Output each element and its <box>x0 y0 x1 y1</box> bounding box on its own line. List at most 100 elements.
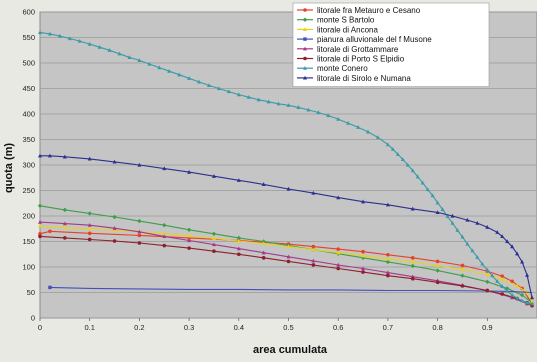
data-point <box>400 157 405 161</box>
data-point <box>37 203 43 208</box>
x-tick-label: 0.7 <box>383 323 393 332</box>
data-point <box>87 156 92 161</box>
y-tick-label: 300 <box>22 161 35 170</box>
data-point <box>410 276 415 281</box>
data-point <box>137 233 142 238</box>
data-point <box>410 259 415 264</box>
data-point <box>465 217 470 222</box>
data-point <box>485 279 490 284</box>
data-point <box>261 250 266 255</box>
data-point <box>162 234 167 238</box>
data-point <box>87 226 92 231</box>
data-point <box>87 237 92 242</box>
data-point <box>460 234 465 239</box>
data-point <box>405 162 410 167</box>
data-point <box>303 75 307 80</box>
data-point <box>286 259 291 264</box>
legend-item: litorale di Grottammare <box>297 45 399 54</box>
data-point <box>495 230 500 234</box>
data-point <box>303 27 307 31</box>
data-point <box>460 263 465 268</box>
data-point <box>445 214 450 219</box>
data-point <box>157 65 162 70</box>
data-point <box>366 129 371 134</box>
legend-item: litorale di Ancona <box>297 25 378 34</box>
data-point <box>236 178 241 182</box>
data-point <box>525 300 530 305</box>
data-point <box>361 249 365 254</box>
legend-item: pianura alluvionale del f Musone <box>297 35 432 44</box>
data-point <box>435 210 440 215</box>
data-point <box>47 153 52 158</box>
data-point <box>296 105 301 109</box>
data-point <box>390 146 395 151</box>
data-point <box>187 76 192 80</box>
data-point <box>87 211 92 216</box>
x-tick-label: 0.4 <box>234 323 244 332</box>
data-point <box>530 301 535 306</box>
data-point <box>495 279 500 283</box>
data-point <box>415 174 420 179</box>
data-point <box>425 187 430 192</box>
legend-label: monte S Bartolo <box>317 16 375 25</box>
data-point <box>485 267 490 272</box>
legend-label: litorale di Grottammare <box>317 45 399 54</box>
data-point <box>57 33 62 38</box>
data-point <box>475 220 480 225</box>
legend-label: litorale fra Metauro e Cesano <box>317 6 421 15</box>
data-point <box>187 246 191 250</box>
data-point <box>107 48 112 52</box>
data-point <box>211 231 217 237</box>
data-point <box>430 193 435 198</box>
x-tick-label: 0 <box>38 323 42 332</box>
data-point <box>460 273 465 278</box>
data-point <box>361 270 365 274</box>
data-point <box>385 259 391 265</box>
data-point <box>510 292 515 297</box>
data-point <box>137 218 142 224</box>
y-tick-label: 250 <box>22 186 35 195</box>
data-point <box>515 295 520 300</box>
data-point <box>162 231 167 236</box>
data-point <box>316 110 321 115</box>
data-point <box>187 169 192 174</box>
legend-label: litorale di Ancona <box>317 25 378 34</box>
data-point <box>500 284 505 288</box>
data-point <box>336 266 341 271</box>
data-point <box>500 274 505 278</box>
data-point <box>127 55 132 59</box>
data-point <box>435 280 440 285</box>
data-point <box>186 227 192 232</box>
data-point <box>137 229 142 234</box>
data-point <box>77 38 82 43</box>
y-tick-label: 50 <box>27 288 35 297</box>
legend-box <box>292 2 490 87</box>
y-tick-label: 500 <box>22 59 35 68</box>
x-tick-label: 0.9 <box>482 323 492 332</box>
legend-label: litorale di Sirolo e Numana <box>317 74 411 83</box>
y-tick-label: 350 <box>22 135 35 144</box>
data-point <box>385 256 390 261</box>
data-point <box>62 221 67 226</box>
series-layer <box>37 30 535 308</box>
data-point <box>385 142 390 147</box>
data-point <box>211 236 216 241</box>
data-point <box>38 219 42 224</box>
data-point <box>261 256 266 260</box>
data-point <box>485 272 490 277</box>
data-point <box>286 103 291 107</box>
data-point <box>303 56 307 61</box>
data-point <box>303 46 307 51</box>
data-point <box>47 31 52 36</box>
data-point <box>515 251 520 256</box>
data-point <box>162 166 167 171</box>
data-point <box>236 235 241 241</box>
y-tick-label: 400 <box>22 110 35 119</box>
data-point <box>465 241 470 246</box>
legend-label: litorale di Porto S Elpidio <box>317 55 405 64</box>
data-point <box>63 236 67 240</box>
data-point <box>336 250 341 255</box>
data-point <box>112 214 117 220</box>
data-point <box>475 255 480 259</box>
data-point <box>162 222 167 228</box>
